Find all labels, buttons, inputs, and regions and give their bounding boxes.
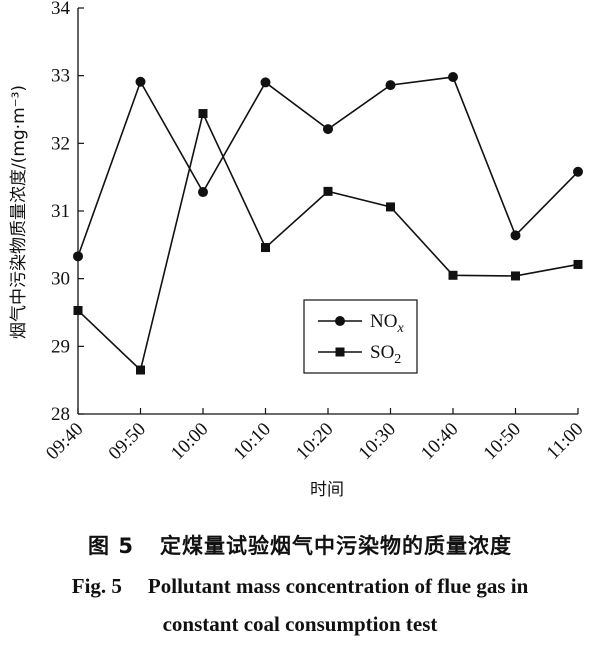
x-tick-label: 10:20 xyxy=(292,419,337,464)
x-tick-label: 10:30 xyxy=(355,419,400,464)
figure-caption-english-line1: Fig. 5 Pollutant mass concentration of fl… xyxy=(0,574,600,599)
legend-marker xyxy=(335,316,345,326)
data-point xyxy=(510,230,521,241)
x-tick-label: 10:00 xyxy=(167,419,212,464)
series-line xyxy=(77,76,579,257)
data-point xyxy=(198,109,208,119)
x-tick-label: 09:50 xyxy=(105,419,150,464)
data-point xyxy=(448,270,458,280)
legend-label: NOx xyxy=(370,311,404,336)
data-point xyxy=(386,202,395,212)
series-nox xyxy=(73,72,583,262)
series-so2 xyxy=(73,109,583,375)
legend-box xyxy=(303,299,418,374)
data-point xyxy=(323,186,333,196)
y-tick-label: 31 xyxy=(51,201,70,222)
caption-title-en-2: constant coal consumption test xyxy=(162,612,438,636)
chart: 28 29 30 31 32 33 34 09:40 09:50 10:00 10:10 10:20… xyxy=(9,0,588,500)
data-point xyxy=(73,251,83,262)
series-layer xyxy=(73,72,583,375)
y-tick-label: 33 xyxy=(51,66,70,87)
y-axis-ticks: 28 29 30 31 32 33 34 xyxy=(51,0,84,425)
y-tick-label: 32 xyxy=(51,133,70,154)
y-axis-title: 烟气中污染物质量浓度/(mg·m⁻³) xyxy=(9,85,29,339)
figure-number-en: Fig. 5 xyxy=(71,574,122,598)
x-tick-label: 10:40 xyxy=(417,419,462,464)
data-point xyxy=(323,124,333,135)
data-point xyxy=(73,305,83,315)
data-point xyxy=(136,365,145,375)
caption-title-en-1: Pollutant mass concentration of flue gas… xyxy=(147,574,529,598)
y-tick-label: 29 xyxy=(51,336,70,357)
data-point xyxy=(573,166,583,177)
y-tick-label: 34 xyxy=(51,0,71,19)
data-point xyxy=(198,187,208,198)
x-tick-label: 09:40 xyxy=(42,419,87,464)
x-axis-ticks: 09:40 09:50 10:00 10:10 10:20 10:30 10:40 10:50… xyxy=(42,408,588,464)
data-point xyxy=(448,72,458,83)
x-axis-title: 时间 xyxy=(310,480,344,500)
data-point xyxy=(385,80,396,91)
legend-item-nox: NOx xyxy=(318,311,404,336)
data-point xyxy=(261,243,270,253)
data-point xyxy=(573,259,583,269)
figure-caption-english-line2: constant coal consumption test xyxy=(0,612,600,637)
data-point xyxy=(260,77,271,88)
x-tick-label: 11:00 xyxy=(543,419,588,464)
x-tick-label: 10:10 xyxy=(230,419,275,464)
figure-caption-chinese: 图 5 定煤量试验烟气中污染物的质量浓度 xyxy=(0,530,600,560)
legend-marker xyxy=(335,347,345,357)
caption-title-cn: 定煤量试验烟气中污染物的质量浓度 xyxy=(159,534,512,558)
y-tick-label: 28 xyxy=(51,404,70,425)
data-point xyxy=(135,76,146,87)
figure-number-cn: 图 5 xyxy=(88,534,134,558)
x-tick-label: 10:50 xyxy=(480,419,525,464)
data-point xyxy=(511,271,520,281)
y-tick-label: 30 xyxy=(51,269,70,290)
